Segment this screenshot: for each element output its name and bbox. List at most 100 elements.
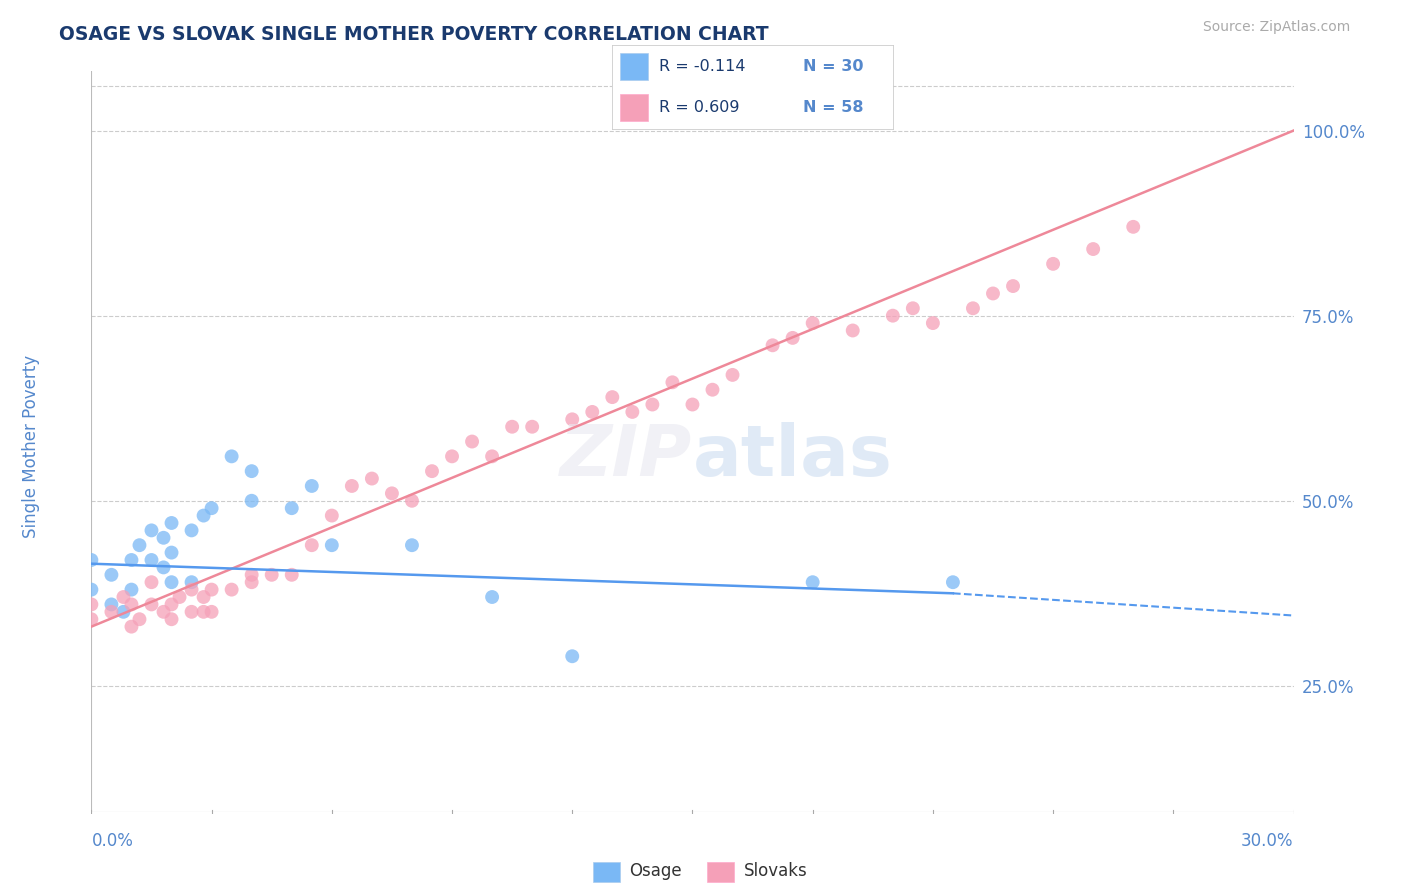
Point xyxy=(121,598,143,612)
Text: Osage: Osage xyxy=(628,863,682,880)
Point xyxy=(141,553,163,567)
Point xyxy=(621,405,644,419)
Point xyxy=(160,516,183,530)
Text: OSAGE VS SLOVAK SINGLE MOTHER POVERTY CORRELATION CHART: OSAGE VS SLOVAK SINGLE MOTHER POVERTY CO… xyxy=(59,25,769,44)
Point xyxy=(420,464,443,478)
Point xyxy=(481,590,503,604)
Point xyxy=(801,316,824,330)
Point xyxy=(981,286,1004,301)
Point xyxy=(240,464,263,478)
Point xyxy=(121,553,143,567)
Point xyxy=(1122,219,1144,234)
Point xyxy=(152,531,174,545)
Point xyxy=(80,612,103,626)
Point xyxy=(841,324,863,338)
Bar xyxy=(620,94,648,120)
Point xyxy=(152,605,174,619)
Text: R = -0.114: R = -0.114 xyxy=(659,59,747,74)
Point xyxy=(340,479,363,493)
Point xyxy=(681,398,703,412)
Point xyxy=(762,338,785,352)
Point xyxy=(180,605,202,619)
Point xyxy=(501,419,523,434)
Point xyxy=(121,582,143,597)
Point xyxy=(401,493,423,508)
Point xyxy=(661,376,683,390)
Text: ZIP: ZIP xyxy=(560,422,692,491)
Point xyxy=(461,434,484,449)
Point xyxy=(702,383,724,397)
Text: 0.0%: 0.0% xyxy=(91,832,134,850)
Text: Single Mother Poverty: Single Mother Poverty xyxy=(22,354,39,538)
Point xyxy=(221,450,243,464)
Point xyxy=(221,582,243,597)
Point xyxy=(180,524,202,538)
Point xyxy=(112,605,135,619)
Point xyxy=(522,419,544,434)
Point xyxy=(1042,257,1064,271)
Point xyxy=(193,605,215,619)
Point xyxy=(160,612,183,626)
Point xyxy=(561,649,583,664)
Point xyxy=(240,493,263,508)
Point xyxy=(641,398,664,412)
Point xyxy=(100,605,122,619)
Point xyxy=(201,582,224,597)
Point xyxy=(1001,279,1024,293)
Point xyxy=(201,501,224,516)
Point xyxy=(401,538,423,552)
Point xyxy=(281,567,304,582)
Point xyxy=(801,575,824,590)
Point xyxy=(141,575,163,590)
Point xyxy=(782,331,804,345)
Point xyxy=(100,567,122,582)
Point xyxy=(581,405,603,419)
Point xyxy=(962,301,984,316)
Point xyxy=(240,575,263,590)
Point xyxy=(481,450,503,464)
Point xyxy=(882,309,904,323)
Point xyxy=(112,590,135,604)
Bar xyxy=(707,862,734,882)
Point xyxy=(169,590,191,604)
Point xyxy=(193,508,215,523)
Point xyxy=(128,538,150,552)
Point xyxy=(201,605,224,619)
Bar xyxy=(620,54,648,80)
Text: N = 58: N = 58 xyxy=(803,100,863,115)
Text: Source: ZipAtlas.com: Source: ZipAtlas.com xyxy=(1202,20,1350,34)
Point xyxy=(180,575,202,590)
Text: N = 30: N = 30 xyxy=(803,59,863,74)
Point xyxy=(301,479,323,493)
Point xyxy=(180,582,202,597)
Point xyxy=(381,486,404,500)
Text: Slovaks: Slovaks xyxy=(744,863,807,880)
Point xyxy=(141,524,163,538)
Bar xyxy=(593,862,620,882)
Point xyxy=(240,567,263,582)
Point xyxy=(561,412,583,426)
Point xyxy=(942,575,965,590)
Point xyxy=(160,575,183,590)
Point xyxy=(321,538,343,552)
Point xyxy=(121,619,143,633)
Point xyxy=(281,501,304,516)
Point xyxy=(1083,242,1105,256)
Point xyxy=(152,560,174,574)
Point xyxy=(128,612,150,626)
Point xyxy=(321,508,343,523)
Point xyxy=(193,590,215,604)
Text: 30.0%: 30.0% xyxy=(1241,832,1294,850)
Point xyxy=(440,450,463,464)
Point xyxy=(721,368,744,382)
Point xyxy=(80,598,103,612)
Point xyxy=(922,316,945,330)
Point xyxy=(160,545,183,560)
Point xyxy=(301,538,323,552)
Point xyxy=(100,598,122,612)
Point xyxy=(360,471,382,485)
Text: atlas: atlas xyxy=(692,422,893,491)
Point xyxy=(80,553,103,567)
Point xyxy=(160,598,183,612)
Text: R = 0.609: R = 0.609 xyxy=(659,100,740,115)
